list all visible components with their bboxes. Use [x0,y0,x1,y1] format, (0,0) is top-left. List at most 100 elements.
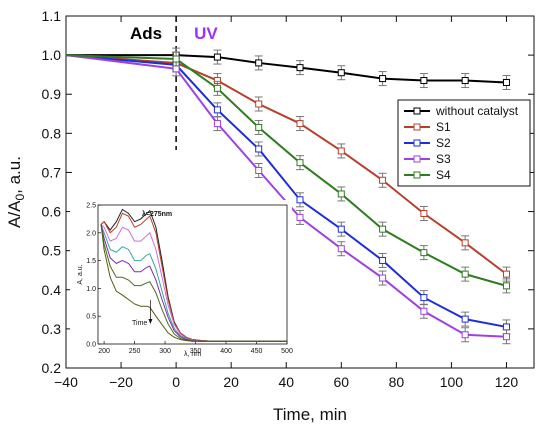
y-tick-label: 0.3 [42,321,62,337]
data-point [337,225,345,233]
time-arrow-head [148,319,153,324]
data-point [461,315,469,323]
inset-y-tick-label: 1.0 [86,286,96,293]
data-point [379,176,387,184]
data-point [213,106,221,114]
inset-x-tick-label: 300 [159,348,171,355]
legend-label: S1 [436,120,451,134]
x-tick-label: 120 [495,374,519,390]
data-point [379,274,387,282]
series-s3 [65,54,511,345]
inset-y-tick-label: 0.5 [86,314,96,321]
inset-spectrum-line [100,224,287,342]
data-point [213,120,221,128]
inset-x-tick-label: 500 [281,348,293,355]
legend-marker [413,155,421,163]
series-without-catalyst [66,47,511,90]
inset-x-axis-title: λ, nm [184,351,201,358]
data-point [461,331,469,339]
inset-x-tick-label: 200 [98,348,110,355]
legend-marker [413,107,421,115]
legend-marker [413,139,421,147]
series-line [65,54,507,328]
data-point [337,245,345,253]
inset-x-tick-label: 350 [190,348,202,355]
y-tick-label: 0.2 [42,360,62,376]
inset-x-tick-label: 250 [129,348,141,355]
data-point [461,239,469,247]
series-line [65,54,507,338]
data-point [296,159,304,167]
x-tick-label: 60 [334,374,350,390]
inset-annotation: λ=275nm [142,210,172,218]
x-tick-label: 0 [172,374,180,390]
inset-x-tick-label: 400 [220,348,232,355]
phase-label-ads: Ads [130,24,162,43]
legend-label: S4 [436,168,451,182]
x-tick-label: −20 [109,374,133,390]
data-point [502,323,510,331]
data-point [213,84,221,92]
data-point [420,294,428,302]
data-point [420,249,428,257]
legend-label: without catalyst [435,104,519,118]
data-point [296,120,304,128]
inset-y-tick-label: 2.5 [86,203,96,210]
y-tick-label: 0.8 [42,125,62,141]
data-point [255,123,263,131]
series-line [66,54,507,84]
y-axis-title-main: A/A [5,200,24,228]
legend-label: S3 [436,152,451,166]
series-line [65,54,507,287]
data-point [255,100,263,108]
main-chart: −40 −20 0 20 40 60 80 100 120 0.2 0.3 0.4 0.5 0.6 0.7 0… [5,8,535,424]
data-point [461,270,469,278]
data-point [296,64,304,72]
data-point [502,333,510,341]
y-axis-title-unit: , a.u. [5,156,24,194]
x-tick-label: −40 [54,374,78,390]
data-point [379,256,387,264]
data-point [379,225,387,233]
inset-x-tick-label: 450 [251,348,263,355]
y-tick-label: 0.4 [42,282,62,298]
inset-background [70,200,292,362]
inset-y-tick-label: 1.5 [86,258,96,265]
data-point [255,145,263,153]
x-tick-label: 80 [389,374,405,390]
y-tick-label: 1.0 [42,47,62,63]
data-point [172,65,180,73]
plot-frame [65,15,535,369]
phase-label-uv: UV [194,24,218,43]
data-point [296,196,304,204]
x-tick-label: 40 [278,374,294,390]
data-point [337,190,345,198]
y-tick-label: 0.7 [42,164,62,180]
y-tick-label: 0.9 [42,86,62,102]
inset-frame [97,204,288,345]
data-point [337,69,345,77]
data-point [461,77,469,85]
data-point [502,78,510,86]
y-axis-title: A/A0, a.u. [5,156,27,228]
inset-arrow-label: Time [132,320,147,327]
inset-chart: 200 250 300 350 400 450 500 0.0 0.5 1.0 1.5 2.0 2.5 λ… [70,200,293,362]
data-point [420,210,428,218]
inset-y-tick-label: 0.0 [86,342,96,349]
data-point [296,213,304,221]
data-point [502,270,510,278]
inset-y-tick-label: 2.0 [86,230,96,237]
data-point [420,307,428,315]
x-tick-label: 100 [440,374,464,390]
legend-label: S2 [436,136,451,150]
y-tick-label: 1.1 [42,8,62,24]
x-tick-label: 20 [223,374,239,390]
series-s4 [65,51,511,294]
data-point [213,53,221,61]
data-point [379,75,387,83]
data-point [420,77,428,85]
series-line [65,54,508,275]
x-axis-title: Time, min [273,405,347,424]
data-point [502,282,510,290]
inset-y-axis-title: A, a.u. [77,264,84,284]
